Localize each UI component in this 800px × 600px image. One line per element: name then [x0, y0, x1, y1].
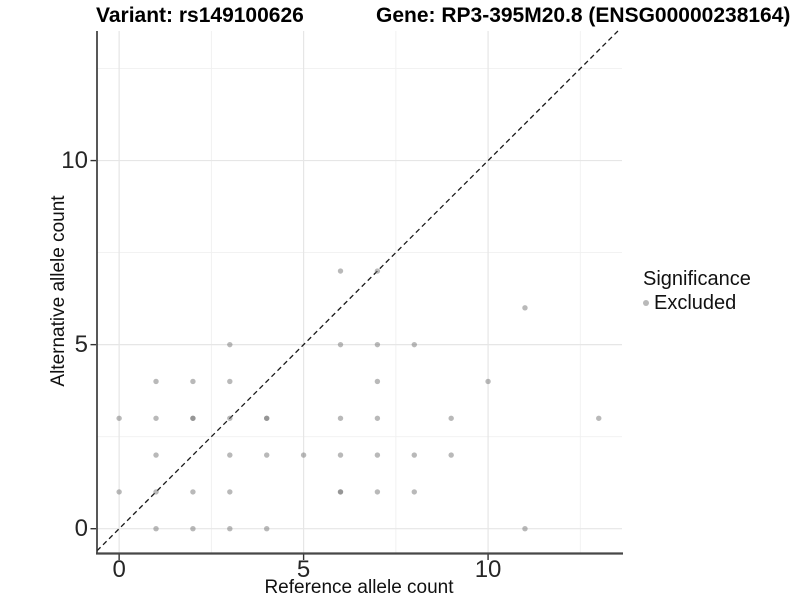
- gene-title: Gene: RP3-395M20.8 (ENSG00000238164): [376, 4, 791, 27]
- legend-entry-excluded: Excluded: [641, 292, 751, 314]
- legend-point-icon: [643, 300, 649, 306]
- legend-title: Significance: [643, 268, 751, 290]
- variant-title: Variant: rs149100626: [96, 4, 304, 27]
- x-axis-title: Reference allele count: [264, 577, 454, 598]
- legend: Significance Excluded: [641, 268, 751, 314]
- legend-entry-label: Excluded: [654, 292, 737, 314]
